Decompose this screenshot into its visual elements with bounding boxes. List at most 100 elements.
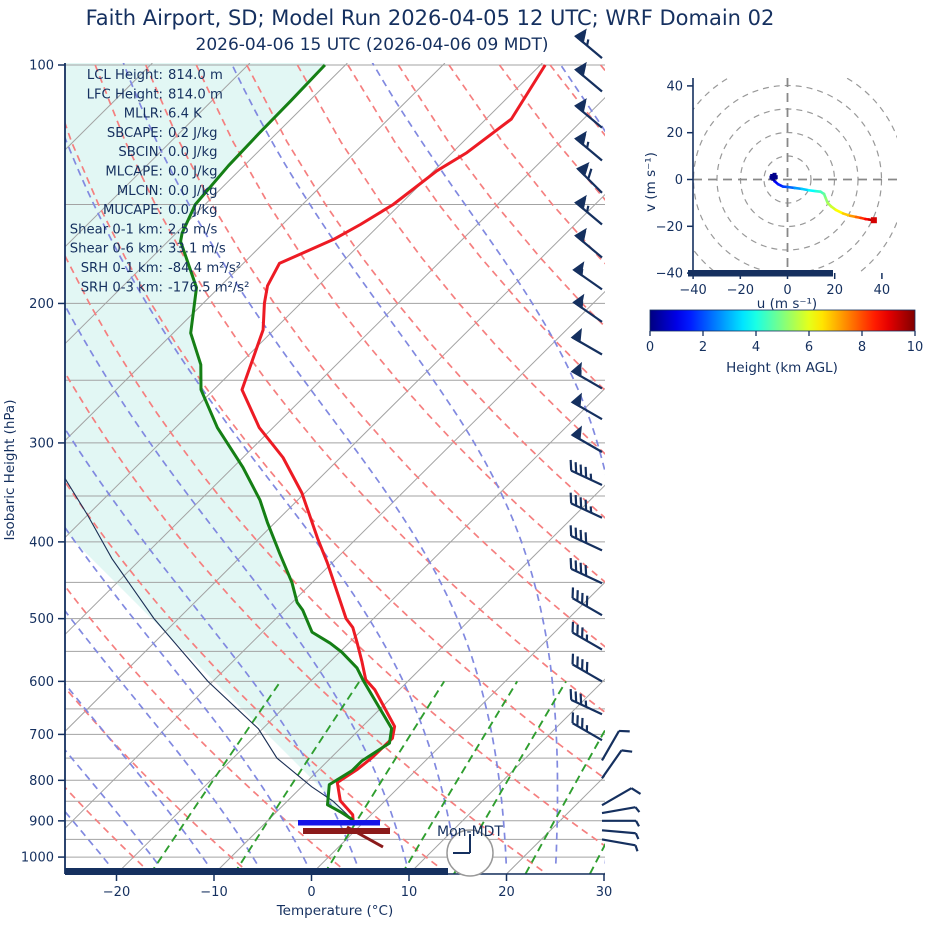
barb-pennant — [574, 28, 587, 44]
barb-stem — [601, 806, 636, 815]
surface-dewpoint-bar — [298, 820, 380, 826]
barb-full — [580, 659, 584, 670]
wind-barb — [569, 558, 603, 585]
pressure-tick-label: 300 — [29, 436, 54, 451]
barb-pennant — [570, 425, 582, 441]
wind-barb — [571, 712, 603, 742]
barb-half — [585, 141, 590, 149]
barb-full — [574, 494, 578, 506]
isotherm-line — [311, 581, 605, 874]
barb-full — [581, 197, 587, 209]
clock-icon — [446, 829, 494, 877]
sounding-stats-block: LCL Height: 814.0 m LFC Height: 814.0 m MLLR… — [70, 68, 250, 295]
stat-label: MLCIN: — [117, 184, 163, 199]
hodo-u-tick-label: 0 — [783, 283, 791, 298]
barb-stem — [601, 838, 636, 847]
barb-full — [574, 691, 578, 703]
barb-full — [579, 497, 583, 509]
isotherm-line — [65, 63, 348, 345]
barb-pennant — [574, 98, 587, 113]
barb-stem — [570, 698, 603, 716]
dry-adiabat-line — [246, 64, 605, 519]
temperature-axis-label: Temperature (°C) — [276, 903, 394, 919]
stat-value: 0.2 J/kg — [168, 126, 218, 141]
barb-half — [584, 700, 588, 707]
temperature-tick-label: −10 — [200, 885, 227, 900]
barb-full — [571, 587, 575, 599]
wind-barb — [570, 425, 603, 453]
wind-barb — [601, 838, 639, 852]
mixing-ratio-line — [149, 680, 282, 874]
barb-stem — [572, 631, 603, 651]
dry-adiabat-line — [853, 65, 928, 874]
dry-adiabat-line — [448, 64, 605, 265]
wind-barb — [571, 587, 603, 617]
moist-adiabat-line — [65, 303, 408, 864]
wind-barb — [571, 621, 603, 651]
stat-value: -176.5 m²/s² — [168, 280, 249, 295]
wind-barb — [601, 729, 630, 761]
wind-barb — [569, 525, 603, 552]
temperature-tick-label: 10 — [401, 885, 418, 900]
hodograph-rings — [693, 78, 897, 273]
wind-barb — [576, 161, 603, 194]
barb-stem — [601, 829, 636, 835]
barb-stem — [570, 469, 603, 486]
barb-half — [634, 832, 640, 840]
stat-label: SBCIN: — [118, 145, 163, 160]
pressure-tick-label: 600 — [29, 675, 54, 690]
hodo-v-tick-label: −40 — [656, 267, 683, 282]
barb-stem — [572, 722, 603, 742]
colorbar-label: Height (km AGL) — [726, 360, 838, 376]
dry-adiabat-line — [296, 64, 605, 455]
barb-pennant — [574, 194, 587, 210]
surface-baseline-bar — [65, 868, 448, 875]
colorbar-tick-label: 2 — [699, 340, 707, 355]
dry-adiabat-line — [65, 253, 605, 847]
barb-half — [589, 506, 593, 513]
barb-half — [580, 268, 584, 276]
barb-half — [634, 806, 641, 813]
pressure-tick-label: 100 — [29, 59, 54, 74]
barb-half — [585, 725, 589, 732]
moist-adiabat-line — [371, 63, 605, 864]
barb-full — [569, 492, 573, 504]
wind-barb — [574, 98, 603, 129]
barb-full — [585, 661, 589, 673]
wind-barb — [569, 459, 603, 486]
dewpoint-curve — [179, 63, 394, 822]
dry-adiabat-line — [752, 65, 928, 874]
surface-temp-bar — [303, 828, 390, 834]
hodo-origin-marker — [773, 175, 778, 180]
hodograph-u-axis-label: u (m s⁻¹) — [757, 296, 817, 312]
wind-barb — [572, 293, 603, 323]
moist-adiabat-line — [230, 63, 559, 864]
isotherm-line — [702, 63, 928, 874]
barb-stem — [570, 535, 603, 552]
dry-adiabat-line — [65, 480, 449, 874]
pressure-axis-label: Isobaric Height (hPa) — [2, 400, 18, 541]
barb-full — [576, 590, 579, 601]
stat-value: -84.4 m²/s² — [168, 261, 241, 276]
pressure-tick-label: 900 — [29, 814, 54, 829]
barb-full — [574, 527, 578, 539]
wind-barb — [572, 261, 603, 291]
barb-pennant — [574, 227, 587, 243]
dry-adiabat-line — [803, 65, 928, 874]
barb-full — [580, 717, 584, 729]
wind-barb — [570, 361, 603, 390]
temperature-tick-label: 30 — [596, 885, 613, 900]
wind-barb — [574, 61, 603, 93]
stat-label: SBCAPE: — [107, 126, 163, 141]
wind-barb — [574, 194, 603, 226]
hodo-origin-marker — [769, 175, 774, 180]
skewt-axes: 100 200 300 400 500 600 700 800 900 1000 −20 −10 0 10… — [21, 59, 612, 901]
moist-adiabat-line — [65, 682, 208, 865]
hodo-v-tick-label: −20 — [656, 220, 683, 235]
mixing-ratio-line — [524, 728, 605, 874]
hodo-top-marker — [870, 217, 877, 224]
barb-full — [585, 595, 589, 607]
stat-value: 814.0 m — [168, 68, 223, 83]
barb-full — [576, 624, 579, 636]
hodo-v-tick-label: 40 — [666, 79, 683, 94]
